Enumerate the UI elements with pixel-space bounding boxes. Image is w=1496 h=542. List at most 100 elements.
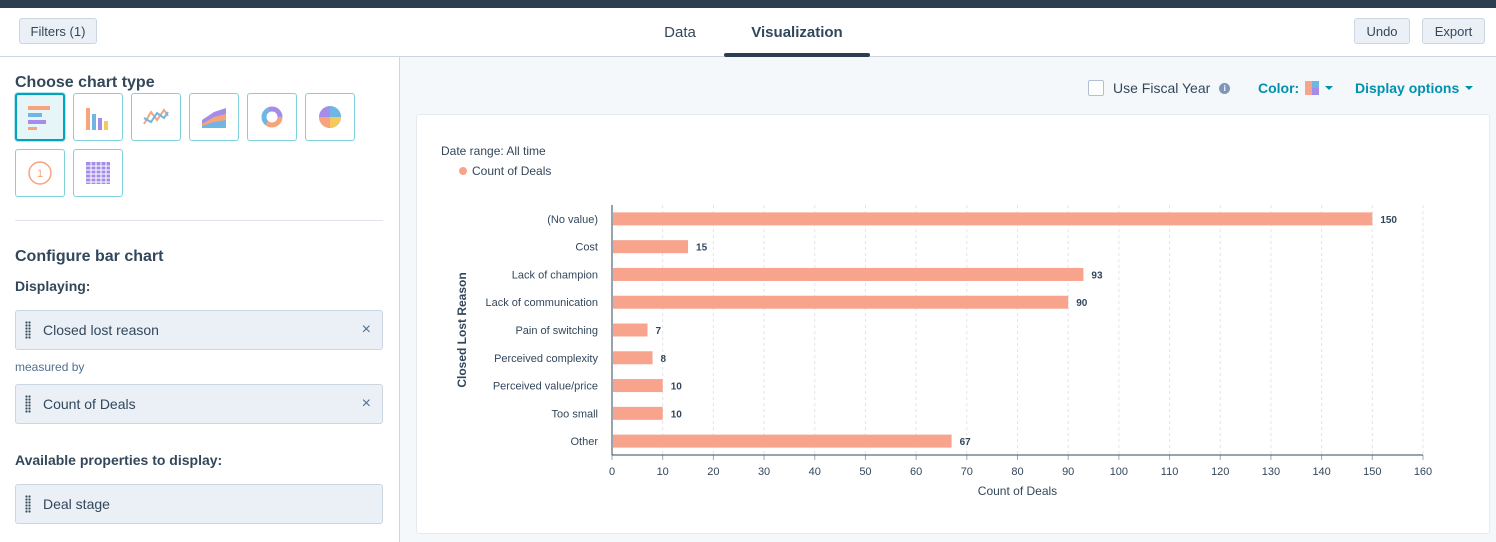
bar-value-label: 15 [696,243,708,254]
summary-number-text: 1 [37,168,43,180]
chart-type-summary-button[interactable]: 1 [15,149,65,197]
date-range-label: Date range: All time [441,144,546,158]
display-options-label: Display options [1355,80,1460,96]
x-tick-label: 120 [1211,466,1229,478]
remove-measured-property-icon[interactable]: × [361,395,371,412]
chart-type-table-button[interactable] [73,149,123,197]
line-chart-icon [143,108,169,125]
drag-handle-icon[interactable] [25,395,31,413]
filters-button[interactable]: Filters (1) [19,18,97,44]
info-icon[interactable]: i [1219,82,1231,94]
area-chart-icon [202,108,226,128]
bar [613,295,1069,309]
horizontal-bar-chart-icon [28,106,50,130]
bar-value-label: 67 [960,437,972,448]
drag-handle-icon[interactable] [25,495,31,513]
chart-type-column-button[interactable] [73,93,123,141]
remove-displaying-property-icon[interactable]: × [361,321,371,338]
y-tick-label: Too small [552,408,598,420]
tab-visualization[interactable]: Visualization [724,8,870,57]
pie-chart-icon [319,106,341,128]
choose-chart-type-heading: Choose chart type [15,74,155,91]
chart-type-horizontal-bar-button[interactable] [15,93,65,141]
bar [613,351,653,365]
x-tick-label: 30 [758,466,770,478]
measured-property-label: Count of Deals [43,396,136,412]
available-properties-heading: Available properties to display: [15,452,223,468]
visualization-panel: Use Fiscal Year i Color: Display options… [401,57,1496,542]
bar [613,434,952,448]
y-tick-label: Pain of switching [515,325,598,337]
available-property-chip[interactable]: Deal stage [15,484,383,524]
top-navigation-bar [0,0,1496,8]
bar-value-label: 10 [671,382,683,393]
bar-value-label: 150 [1380,215,1397,226]
donut-chart-icon [261,106,283,128]
y-tick-label: Perceived complexity [494,353,598,365]
x-tick-label: 150 [1363,466,1381,478]
legend-label: Count of Deals [472,164,551,178]
x-tick-label: 90 [1062,466,1074,478]
y-tick-label: (No value) [547,214,598,226]
bar-value-label: 93 [1091,270,1103,281]
x-tick-label: 60 [910,466,922,478]
chevron-down-icon [1465,86,1474,90]
y-axis-title: Closed Lost Reason [455,272,469,387]
color-dropdown[interactable]: Color: [1258,80,1334,96]
chart-config-sidebar: Choose chart type [0,57,400,542]
bar [613,323,648,337]
y-tick-label: Perceived value/price [493,381,598,393]
available-property-label: Deal stage [43,496,110,512]
chart-type-donut-button[interactable] [247,93,297,141]
displaying-label: Displaying: [15,278,91,294]
bar [613,267,1084,281]
fiscal-year-checkbox[interactable] [1088,80,1104,96]
legend-swatch [459,167,467,175]
x-tick-label: 40 [809,466,821,478]
y-tick-label: Other [570,436,598,448]
color-label: Color: [1258,80,1300,96]
configure-chart-heading: Configure bar chart [15,248,164,265]
undo-button[interactable]: Undo [1354,18,1410,44]
y-tick-label: Cost [575,242,598,254]
x-tick-label: 20 [707,466,719,478]
x-tick-label: 110 [1161,466,1179,478]
chart-type-pie-button[interactable] [305,93,355,141]
bar-value-label: 90 [1076,298,1088,309]
bar-value-label: 7 [655,326,661,337]
bar-value-label: 10 [671,409,683,420]
x-tick-label: 10 [657,466,669,478]
y-tick-label: Lack of champion [512,269,598,281]
chevron-down-icon [1325,86,1334,90]
x-tick-label: 100 [1110,466,1128,478]
table-chart-icon [86,162,110,184]
column-chart-icon [86,108,108,130]
color-swatch-icon [1305,81,1320,95]
x-tick-label: 70 [961,466,973,478]
displaying-property-chip[interactable]: Closed lost reason × [15,310,383,350]
x-tick-label: 160 [1414,466,1432,478]
chart-type-area-button[interactable] [189,93,239,141]
x-tick-label: 140 [1312,466,1330,478]
fiscal-year-toggle[interactable]: Use Fiscal Year i [1088,80,1231,96]
measured-by-label: measured by [15,360,85,374]
x-tick-label: 50 [859,466,871,478]
drag-handle-icon[interactable] [25,321,31,339]
displaying-property-label: Closed lost reason [43,322,159,338]
x-tick-label: 0 [609,466,615,478]
display-options-dropdown[interactable]: Display options [1355,80,1474,96]
bar [613,406,663,420]
summary-number-icon: 1 [28,161,52,185]
y-tick-label: Lack of communication [486,297,599,309]
bar [613,240,689,254]
chart-card: Date range: All time Count of Deals 0 10 20 3… [416,114,1490,534]
tab-data[interactable]: Data [664,24,696,41]
fiscal-year-label: Use Fiscal Year [1113,80,1211,96]
chart-type-line-button[interactable] [131,93,181,141]
bar [613,379,663,393]
bar-value-label: 8 [661,354,667,365]
report-header: Filters (1) Data Visualization Undo Expo… [0,8,1496,57]
export-button[interactable]: Export [1422,18,1485,44]
sidebar-divider [15,220,383,221]
measured-property-chip[interactable]: Count of Deals × [15,384,383,424]
